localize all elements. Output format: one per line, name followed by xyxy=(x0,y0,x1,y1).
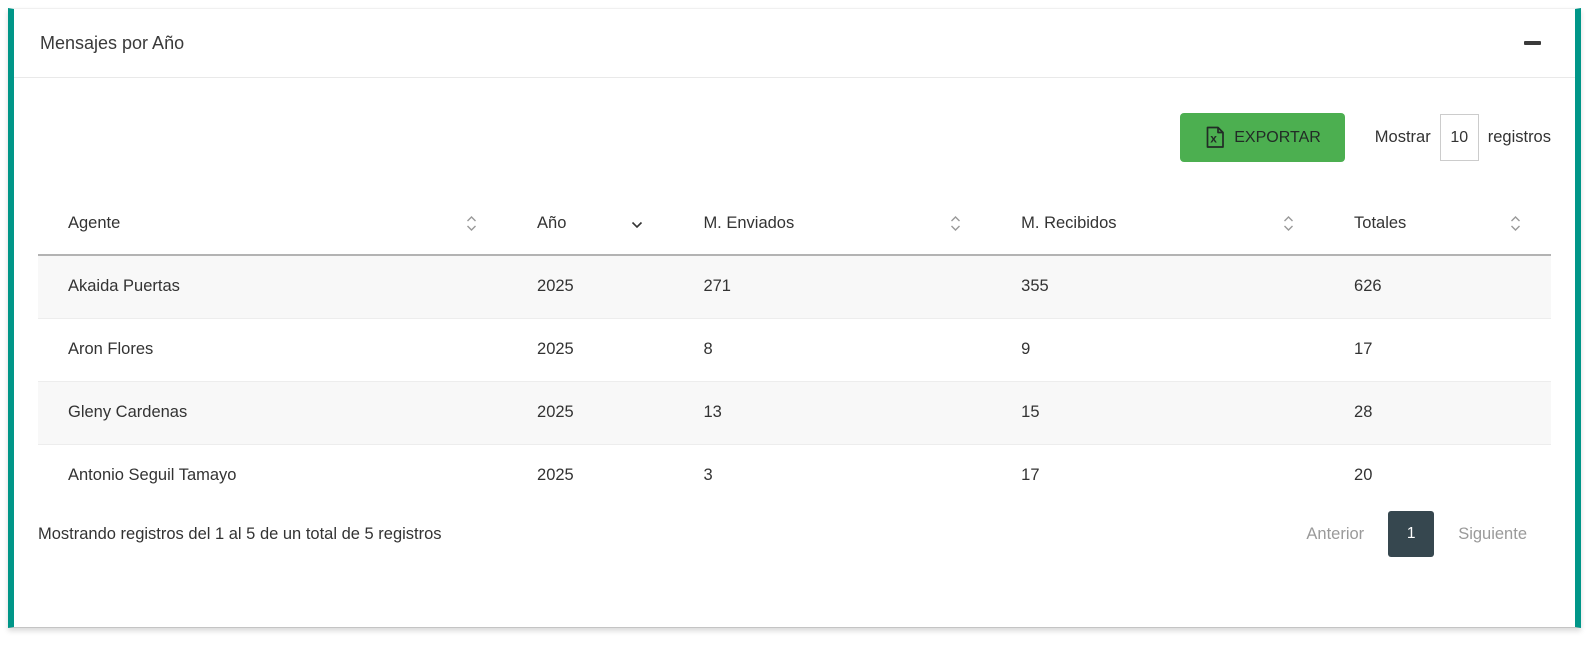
column-label: M. Enviados xyxy=(703,214,795,232)
excel-file-icon: x xyxy=(1206,126,1225,148)
panel-header: Mensajes por Año xyxy=(14,9,1575,78)
svg-text:x: x xyxy=(1210,132,1217,146)
cell-totales: 626 xyxy=(1354,277,1382,296)
cell-totales: 28 xyxy=(1354,403,1373,421)
column-label: Año xyxy=(537,214,567,232)
next-page-button[interactable]: Siguiente xyxy=(1450,519,1535,550)
cell-recibidos: 355 xyxy=(1021,277,1049,296)
column-header-anio[interactable]: Año xyxy=(507,193,674,256)
column-header-totales[interactable]: Totales xyxy=(1324,193,1551,256)
page-length-select[interactable]: 10 xyxy=(1439,114,1479,161)
cell-agente: Antonio Seguil Tamayo xyxy=(68,466,237,485)
column-header-recibidos[interactable]: M. Recibidos xyxy=(991,193,1325,256)
mensajes-por-anio-panel: Mensajes por Año x EXPORTAR Mostrar 10 r… xyxy=(8,8,1581,628)
cell-totales: 20 xyxy=(1354,466,1373,485)
table-row[interactable]: Aron Flores 2025 8 9 17 xyxy=(38,318,1551,381)
column-label: Totales xyxy=(1354,214,1407,232)
collapse-panel-button[interactable] xyxy=(1520,35,1545,51)
cell-recibidos: 9 xyxy=(1021,340,1031,358)
cell-anio: 2025 xyxy=(537,340,574,358)
column-header-agente[interactable]: Agente xyxy=(38,193,508,256)
current-page-button[interactable]: 1 xyxy=(1388,511,1435,557)
sort-both-icon xyxy=(1283,216,1294,231)
column-label: M. Recibidos xyxy=(1021,214,1117,232)
column-label: Agente xyxy=(68,214,121,232)
cell-recibidos: 15 xyxy=(1021,403,1040,421)
pagination: Anterior 1 Siguiente xyxy=(1298,511,1551,557)
cell-totales: 17 xyxy=(1354,340,1373,358)
cell-agente: Aron Flores xyxy=(68,340,154,358)
table-header-row: Agente Año xyxy=(38,193,1551,256)
page-title: Mensajes por Año xyxy=(40,32,185,53)
mensajes-table: Agente Año xyxy=(38,193,1551,507)
page-length-control: Mostrar 10 registros xyxy=(1375,114,1551,161)
minus-icon xyxy=(1524,41,1541,45)
cell-recibidos: 17 xyxy=(1021,466,1040,485)
cell-anio: 2025 xyxy=(537,277,574,296)
page-length-prefix: Mostrar xyxy=(1374,128,1431,146)
cell-enviados: 13 xyxy=(703,403,722,421)
sort-both-icon xyxy=(466,216,477,231)
records-info: Mostrando registros del 1 al 5 de un tot… xyxy=(38,524,442,543)
table-toolbar: x EXPORTAR Mostrar 10 registros xyxy=(38,113,1551,162)
table-row[interactable]: Gleny Cardenas 2025 13 15 28 xyxy=(38,381,1551,444)
cell-agente: Gleny Cardenas xyxy=(68,403,188,421)
column-header-enviados[interactable]: M. Enviados xyxy=(673,193,992,256)
cell-enviados: 8 xyxy=(703,340,713,358)
sort-both-icon xyxy=(1510,216,1521,231)
sort-both-icon xyxy=(950,216,961,231)
cell-anio: 2025 xyxy=(537,403,574,421)
table-row[interactable]: Akaida Puertas 2025 271 355 626 xyxy=(38,255,1551,318)
cell-enviados: 271 xyxy=(703,277,731,296)
previous-page-button[interactable]: Anterior xyxy=(1298,519,1372,550)
cell-anio: 2025 xyxy=(537,466,574,485)
cell-agente: Akaida Puertas xyxy=(68,277,180,296)
page-length-suffix: registros xyxy=(1487,128,1551,146)
table-footer: Mostrando registros del 1 al 5 de un tot… xyxy=(38,511,1551,557)
table-row[interactable]: Antonio Seguil Tamayo 2025 3 17 20 xyxy=(38,444,1551,507)
panel-body: x EXPORTAR Mostrar 10 registros Agente xyxy=(14,113,1575,607)
cell-enviados: 3 xyxy=(703,466,713,485)
sort-desc-icon xyxy=(631,214,643,233)
export-button-label: EXPORTAR xyxy=(1234,128,1321,146)
export-button[interactable]: x EXPORTAR xyxy=(1180,113,1345,162)
